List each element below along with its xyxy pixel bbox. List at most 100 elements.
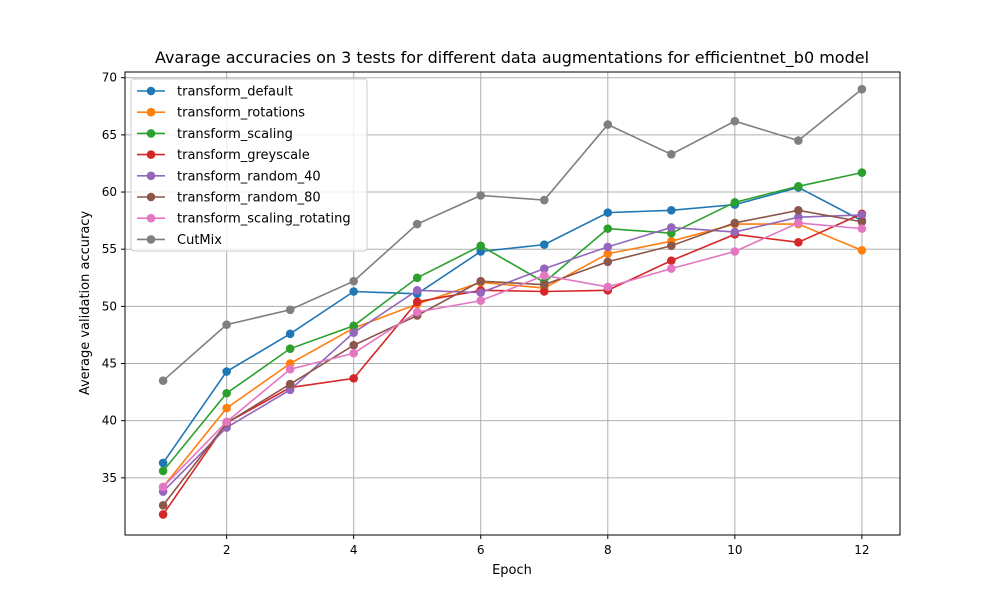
series-transform-scaling-rotating [158,218,867,492]
y-axis-label: Average validation accuracy [78,211,93,396]
data-point [603,120,613,129]
data-point [158,376,168,385]
series-line [162,171,863,472]
series-line [162,222,862,488]
data-point [730,218,740,228]
legend-label: transform_default [177,85,293,100]
data-point [222,367,231,376]
legend: transform_default transform_rotationstran… [130,78,368,252]
data-point [349,374,358,383]
legend-box [130,78,368,252]
data-point [730,227,740,237]
legend-marker [146,150,156,159]
y-tick-label: 55 [102,242,117,256]
data-point [539,280,549,289]
data-point [730,116,740,126]
x-tick-label: 4 [350,543,358,557]
y-tick-label: 40 [102,414,117,428]
data-point [667,223,676,232]
legend-item: transform_scaling [137,127,293,142]
data-point [349,276,358,286]
data-point [158,466,168,476]
series-transform-rotations [158,219,867,492]
data-point [476,276,486,286]
x-tick-label: 12 [854,543,869,557]
legend-marker [146,86,156,96]
y-tick-label: 60 [102,185,117,199]
data-point [794,218,803,228]
data-point [412,286,422,295]
data-point [794,238,803,247]
legend-item: CutMix [137,233,222,248]
data-point [539,195,549,205]
y-tick-label: 65 [102,128,117,142]
data-point [603,282,613,292]
series-CutMix [158,84,867,385]
legend-marker [146,129,156,138]
data-point [285,364,295,374]
data-point [539,240,549,249]
legend-item: transform_scaling_rotating [137,212,351,227]
data-point [794,182,803,191]
data-point [476,296,486,305]
data-point [667,206,676,215]
data-point [603,208,613,217]
data-point [412,297,422,307]
legend-item: transform_rotations [137,106,305,121]
plot-frame [124,71,901,536]
legend-item: transform_random_80 [137,191,321,206]
y-tick-label: 45 [102,357,117,371]
legend-label: transform_rotations [177,106,305,121]
data-point [222,403,231,413]
data-point [285,344,295,353]
data-point [667,264,676,273]
data-point [158,482,168,492]
data-point [539,264,549,273]
legend-marker [146,213,156,223]
legend-label: CutMix [177,233,222,248]
data-point [158,510,168,519]
series-layer [158,84,867,519]
data-point [349,321,358,331]
data-point [603,249,613,259]
data-point [539,287,549,296]
data-point [730,198,740,207]
data-point [285,305,295,315]
x-axis-label: Epoch [492,563,532,578]
data-point [158,458,168,468]
legend-label: transform_scaling [177,127,293,142]
data-point [349,328,358,337]
data-point [667,150,676,159]
legend-label: transform_random_40 [177,169,321,184]
data-point [412,273,422,283]
legend-marker [146,171,156,181]
series-line [162,209,863,506]
series-transform-random-80 [158,206,867,510]
data-point [476,288,486,297]
data-point [476,241,486,251]
x-tick-label: 10 [727,543,742,557]
legend-label: transform_random_80 [177,191,321,206]
legend-label: transform_greyscale [177,148,310,163]
data-point [603,224,613,233]
data-point [857,246,867,255]
data-point [412,219,422,229]
legend-label: transform_scaling_rotating [177,212,351,227]
data-point [857,217,867,227]
data-point [857,168,867,177]
data-point [412,307,422,317]
legend-marker [146,107,156,117]
data-point [158,500,168,510]
data-point [476,191,486,200]
data-point [794,206,803,215]
legend-item: transform_greyscale [137,148,310,163]
axis-ticks: 2 4 6 8 10 12 35 40 45 50 55 60 65 70 [102,71,870,557]
y-tick-label: 70 [102,71,117,85]
data-point [667,241,676,251]
series-line [162,186,863,464]
legend-marker [146,235,156,244]
legend-item: transform_default [137,85,293,100]
data-point [857,224,867,233]
data-point [349,340,358,350]
